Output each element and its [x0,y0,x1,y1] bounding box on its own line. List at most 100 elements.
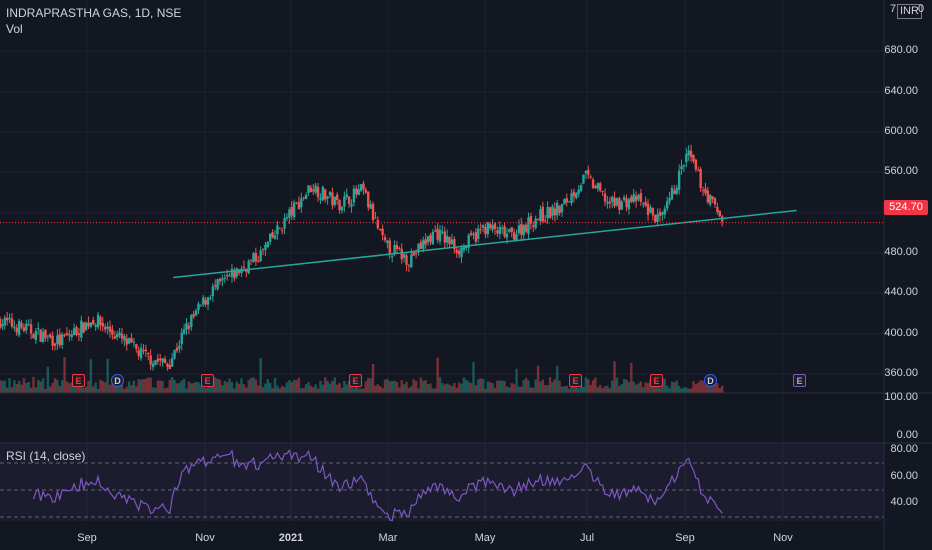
volume-bar [644,382,647,393]
volume-bar [359,388,363,393]
top-edge-tick: 0 [918,3,925,15]
volume-bar [601,388,604,393]
volume-bar [555,365,559,393]
candle-body [687,150,690,156]
chart-title: INDRAPRASTHA GAS, 1D, NSE [6,6,182,20]
trendline[interactable] [173,209,797,279]
currency-button[interactable]: INR [897,4,922,19]
volume-bar [25,382,28,393]
dividend-marker[interactable]: D [704,374,717,387]
candle-body [132,341,136,343]
candle-body [618,198,621,210]
volume-bar [613,361,616,393]
candle-body [663,208,666,215]
candle-body [529,216,533,224]
candle-body [515,234,518,241]
candle-body [627,199,631,210]
candle-body [314,185,317,193]
candle-body [630,196,633,202]
candle-body [70,334,73,338]
candle-body [175,347,179,351]
volume-bar [92,386,95,393]
candle-body [472,233,475,235]
candle-body [99,316,102,325]
candle-body [345,194,348,198]
volume-bar [297,377,301,393]
candle-body [197,303,200,311]
candle-body [460,247,463,258]
earnings-marker[interactable]: E [349,374,362,387]
volume-bar [673,382,676,393]
candle-body [613,197,616,207]
earnings-marker[interactable]: E [793,374,806,387]
volume-bar [225,382,229,393]
candle-body [379,229,382,231]
price-tick: 360.00 [884,367,918,379]
volume-bar [379,386,382,393]
candle-body [295,202,298,204]
candle-body [584,170,588,174]
candle-body [285,217,289,219]
volume-bar [56,379,59,393]
volume-bar [539,381,542,393]
volume-bar [247,379,250,393]
earnings-marker[interactable]: E [201,374,214,387]
volume-bar [606,385,609,393]
candle-body [591,179,595,188]
volume-bar [58,386,61,393]
volume-bar [565,385,568,393]
candle-body [216,279,219,289]
volume-bar [414,380,418,393]
volume-bar [622,379,626,393]
candle-body [261,249,265,251]
candle-body [190,315,193,328]
volume-bar [245,387,248,393]
earnings-marker[interactable]: E [569,374,582,387]
volume-bar [472,362,475,393]
volume-bar [594,377,597,393]
candle-body [161,358,164,362]
candle-body [3,317,6,326]
candle-body [419,242,423,249]
earnings-marker[interactable]: E [650,374,663,387]
candle-body [359,184,363,191]
volume-bar [1,380,4,393]
volume-bar [450,386,454,393]
volume-bar [180,380,183,393]
candle-body [610,196,614,202]
volume-bar [438,377,442,393]
dividend-marker[interactable]: D [111,374,124,387]
candle-body [257,260,260,262]
volume-bar [357,388,360,393]
volume-bar [34,387,38,393]
volume-bar [185,388,188,393]
candle-body [34,330,38,341]
volume-bar [364,381,368,393]
volume-bar [101,381,105,393]
volume-bar [65,381,69,393]
volume-bar [290,382,293,393]
candle-body [252,253,255,263]
volume-bar [596,387,600,393]
volume-bar [209,381,212,393]
earnings-marker[interactable]: E [72,374,85,387]
volume-bar [168,379,171,393]
volume-bar [448,384,451,393]
candle-body [27,323,30,325]
price-tick: 600.00 [884,125,918,137]
candle-body [477,228,480,240]
candle-body [536,219,540,221]
candle-body [374,217,377,219]
volume-bar [280,386,284,393]
volume-bar [388,381,391,393]
volume-bar [13,380,16,393]
volume-bar [417,388,420,393]
candle-body [467,234,470,248]
volume-bar [240,378,243,393]
candle-body [395,245,399,250]
candle-body [620,201,623,210]
candle-body [673,190,676,195]
volume-bar [264,383,267,393]
volume-bar [352,388,356,393]
volume-bar [697,382,700,393]
